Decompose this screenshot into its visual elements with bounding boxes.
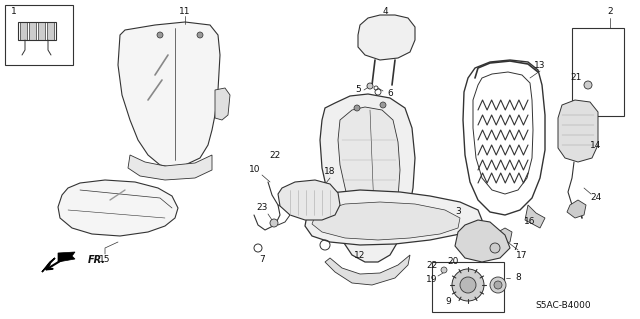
Text: 22: 22	[269, 151, 280, 160]
Polygon shape	[118, 22, 220, 168]
Polygon shape	[320, 94, 415, 262]
Text: FR.: FR.	[88, 255, 106, 265]
Text: 1: 1	[11, 8, 17, 17]
Text: 17: 17	[516, 250, 528, 259]
Polygon shape	[305, 190, 482, 245]
Polygon shape	[29, 22, 36, 40]
Polygon shape	[558, 100, 598, 162]
Text: 24: 24	[590, 194, 602, 203]
Circle shape	[494, 281, 502, 289]
Circle shape	[441, 267, 447, 273]
Circle shape	[157, 32, 163, 38]
Polygon shape	[128, 155, 212, 180]
Circle shape	[490, 277, 506, 293]
Polygon shape	[58, 180, 178, 236]
Polygon shape	[278, 180, 340, 220]
Text: 11: 11	[179, 8, 191, 17]
Text: 14: 14	[590, 140, 602, 150]
Polygon shape	[215, 88, 230, 120]
Polygon shape	[20, 22, 27, 40]
Circle shape	[367, 83, 373, 89]
Text: 23: 23	[256, 204, 268, 212]
Text: 22: 22	[426, 261, 438, 270]
Text: 20: 20	[447, 257, 459, 266]
Text: 21: 21	[570, 73, 582, 83]
Text: 6: 6	[387, 88, 393, 98]
Text: 12: 12	[355, 250, 365, 259]
Polygon shape	[358, 15, 415, 60]
Text: 19: 19	[426, 276, 438, 285]
Text: 15: 15	[99, 256, 111, 264]
Polygon shape	[567, 200, 586, 218]
Text: 3: 3	[455, 207, 461, 217]
Text: 2: 2	[607, 8, 613, 17]
Text: 8: 8	[515, 273, 521, 283]
Bar	[432, 262, 504, 312]
Circle shape	[490, 243, 500, 253]
Polygon shape	[58, 252, 75, 262]
Polygon shape	[338, 107, 400, 238]
Text: 10: 10	[249, 166, 260, 174]
Text: 9: 9	[445, 298, 451, 307]
Circle shape	[270, 219, 278, 227]
Text: 13: 13	[534, 61, 546, 70]
Circle shape	[584, 81, 592, 89]
Text: 5: 5	[355, 85, 361, 94]
Text: 7: 7	[259, 256, 265, 264]
Bar	[572, 28, 624, 116]
Polygon shape	[525, 205, 545, 228]
Circle shape	[452, 269, 484, 301]
Text: 16: 16	[524, 218, 536, 226]
Circle shape	[460, 277, 476, 293]
Polygon shape	[325, 255, 410, 285]
Polygon shape	[47, 22, 54, 40]
Circle shape	[197, 32, 203, 38]
Text: 4: 4	[382, 8, 388, 17]
Polygon shape	[496, 228, 512, 244]
Polygon shape	[42, 258, 55, 272]
Text: S5AC-B4000: S5AC-B4000	[535, 300, 591, 309]
Bar	[5, 5, 73, 65]
Circle shape	[380, 102, 386, 108]
Polygon shape	[465, 210, 488, 232]
Text: 7: 7	[512, 243, 518, 253]
Polygon shape	[455, 220, 510, 262]
Polygon shape	[312, 202, 460, 240]
Circle shape	[354, 105, 360, 111]
Polygon shape	[38, 22, 45, 40]
Text: 18: 18	[324, 167, 336, 176]
